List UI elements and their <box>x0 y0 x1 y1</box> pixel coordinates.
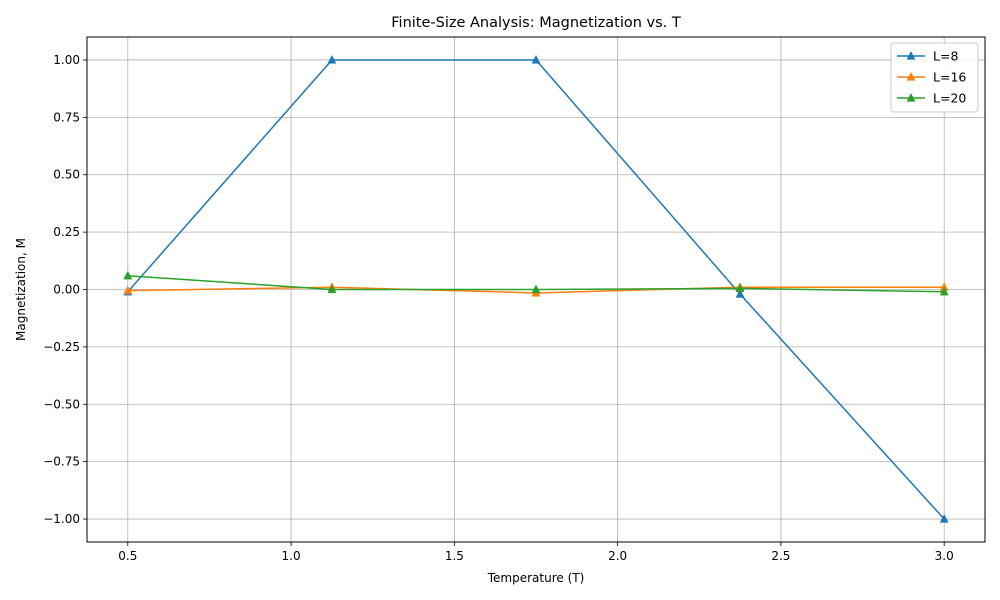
legend: L=8 L=16 L=20 <box>890 42 979 113</box>
y-tick-label: −0.50 <box>43 397 80 411</box>
legend-marker <box>906 92 916 102</box>
y-tick-label: −0.75 <box>43 455 80 469</box>
y-axis-label: Magnetization, M <box>14 238 28 341</box>
y-tick-label: 0.50 <box>53 168 80 182</box>
legend-label: L=16 <box>933 70 966 85</box>
data-point <box>735 289 745 298</box>
x-tick-label: 2.0 <box>608 549 627 563</box>
series-l-20 <box>123 270 949 296</box>
data-point <box>939 286 949 296</box>
x-tick-label: 0.5 <box>118 549 137 563</box>
y-tick-label: 0.00 <box>53 283 80 297</box>
data-point <box>531 284 541 294</box>
legend-box <box>890 42 979 113</box>
x-tick-label: 3.0 <box>935 549 954 563</box>
data-point <box>531 54 541 64</box>
data-point <box>123 270 133 280</box>
y-tick-label: 1.00 <box>53 53 80 67</box>
series-layer <box>123 54 949 523</box>
y-tick-label: 0.25 <box>53 225 80 239</box>
data-point <box>939 513 949 523</box>
legend-item: L=16 <box>897 70 966 85</box>
y-axis: 1.00 0.75 0.50 0.25 0.00 −0.25 −0.50 −0.75 −1.00 <box>43 53 87 526</box>
legend-label: L=8 <box>933 49 958 64</box>
x-tick-label: 2.5 <box>771 549 790 563</box>
legend-item: L=20 <box>897 91 966 106</box>
legend-item: L=8 <box>897 49 958 64</box>
data-point <box>123 285 133 295</box>
legend-marker <box>906 50 916 60</box>
chart-title: Finite-Size Analysis: Magnetization vs. … <box>391 15 681 31</box>
data-point <box>327 54 337 64</box>
legend-label: L=20 <box>933 91 966 106</box>
y-tick-label: −0.25 <box>43 340 80 354</box>
x-tick-label: 1.0 <box>282 549 301 563</box>
legend-marker <box>906 71 916 81</box>
x-axis: 0.5 1.0 1.5 2.0 2.5 3.0 <box>118 542 954 563</box>
y-tick-label: −1.00 <box>43 512 80 526</box>
data-point <box>327 284 337 294</box>
data-point <box>735 283 745 292</box>
x-tick-label: 1.5 <box>445 549 464 563</box>
x-axis-label: Temperature (T) <box>487 571 585 585</box>
y-tick-label: 0.75 <box>53 110 80 124</box>
